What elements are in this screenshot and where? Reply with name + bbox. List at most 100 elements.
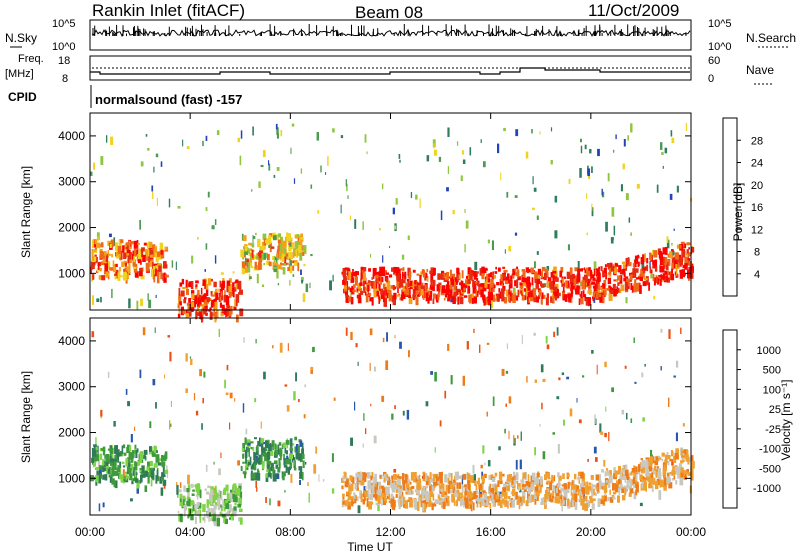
power-echo (682, 264, 685, 269)
velocity-echo (451, 493, 455, 502)
velocity-echo (129, 445, 132, 452)
power-echo (244, 257, 247, 266)
velocity-echo (516, 481, 519, 484)
velocity-echo (253, 463, 257, 471)
velocity-echo (155, 463, 158, 468)
velocity-echo (266, 472, 268, 478)
power-echo (150, 249, 154, 256)
power-echo (580, 145, 583, 154)
power-echo (490, 279, 494, 288)
velocity-echo (660, 366, 662, 371)
velocity-echo (398, 502, 401, 510)
power-echo (109, 243, 112, 248)
velocity-echo (560, 492, 562, 496)
velocity-echo (620, 483, 623, 489)
power-echo (661, 152, 664, 155)
power-echo (273, 266, 277, 269)
power-echo (137, 242, 140, 245)
power-echo (360, 278, 362, 283)
power-echo (488, 291, 492, 300)
velocity-echo (601, 495, 605, 500)
velocity-echo (122, 469, 125, 480)
velocity-echo (381, 493, 384, 500)
velocity-echo (601, 469, 604, 473)
power-echo (563, 276, 566, 279)
power-echo (277, 283, 280, 286)
power-echo (154, 246, 158, 253)
power-echo (451, 279, 455, 285)
power-echo (109, 233, 112, 238)
velocity-echo (207, 507, 211, 517)
velocity-echo (299, 469, 303, 475)
velocity-echo (130, 434, 133, 443)
power-echo (673, 262, 676, 269)
velocity-echo (483, 473, 487, 478)
velocity-echo (192, 502, 195, 512)
power-echo (612, 264, 615, 268)
power-echo (633, 264, 635, 271)
power-echo (419, 288, 421, 297)
velocity-echo (399, 485, 403, 489)
power-echo (96, 298, 100, 302)
velocity-echo (558, 475, 562, 481)
power-echo (587, 297, 591, 305)
power-echo (234, 300, 238, 307)
power-echo (631, 285, 634, 290)
power-echo (124, 262, 127, 267)
beam-title: Beam 08 (355, 3, 423, 22)
power-echo (565, 281, 568, 288)
power-echo (247, 266, 251, 273)
velocity-echo (256, 486, 258, 492)
velocity-echo (641, 479, 646, 482)
power-echo (688, 261, 693, 266)
power-echo (646, 277, 649, 286)
power-echo (570, 282, 573, 289)
velocity-echo (147, 475, 150, 484)
power-echo (91, 248, 94, 257)
velocity-colorbar-tick-label: 500 (763, 365, 781, 377)
velocity-echo (308, 492, 310, 503)
velocity-echo (119, 467, 122, 476)
velocity-echo (502, 487, 506, 495)
power-echo (520, 290, 523, 294)
velocity-echo (609, 489, 611, 495)
velocity-echo (479, 344, 481, 353)
power-echo (579, 268, 583, 272)
velocity-echo (190, 513, 194, 521)
power-echo (145, 134, 148, 137)
power-echo (251, 249, 254, 258)
power-echo (559, 270, 563, 278)
velocity-echo (460, 499, 465, 505)
power-echo (344, 267, 348, 270)
power-echo (222, 278, 225, 284)
velocity-echo (208, 517, 210, 522)
power-echo (510, 275, 513, 280)
nsearch-label: N.Search (746, 31, 796, 45)
power-echo (607, 263, 611, 267)
velocity-echo (103, 467, 107, 472)
power-echo (120, 275, 123, 278)
velocity-echo (239, 517, 243, 525)
power-echo (365, 293, 369, 303)
power-echo (528, 294, 531, 303)
nsky-tick-bottom: 10^0 (52, 41, 76, 53)
velocity-echo (98, 468, 102, 476)
power-echo (151, 185, 154, 192)
velocity-echo (227, 510, 230, 517)
velocity-echo (536, 473, 540, 478)
power-echo (122, 272, 127, 281)
power-echo (146, 242, 150, 249)
velocity-echo (112, 449, 115, 454)
power-echo (453, 286, 456, 291)
power-echo (357, 297, 361, 301)
velocity-echo (289, 448, 294, 451)
power-echo (652, 260, 655, 265)
power-echo (252, 254, 256, 260)
velocity-echo (236, 497, 238, 503)
velocity-echo (141, 465, 145, 473)
velocity-echo (265, 440, 269, 449)
velocity-echo (257, 460, 260, 464)
power-echo (359, 294, 362, 301)
velocity-echo (288, 466, 292, 471)
power-echo (637, 254, 639, 258)
